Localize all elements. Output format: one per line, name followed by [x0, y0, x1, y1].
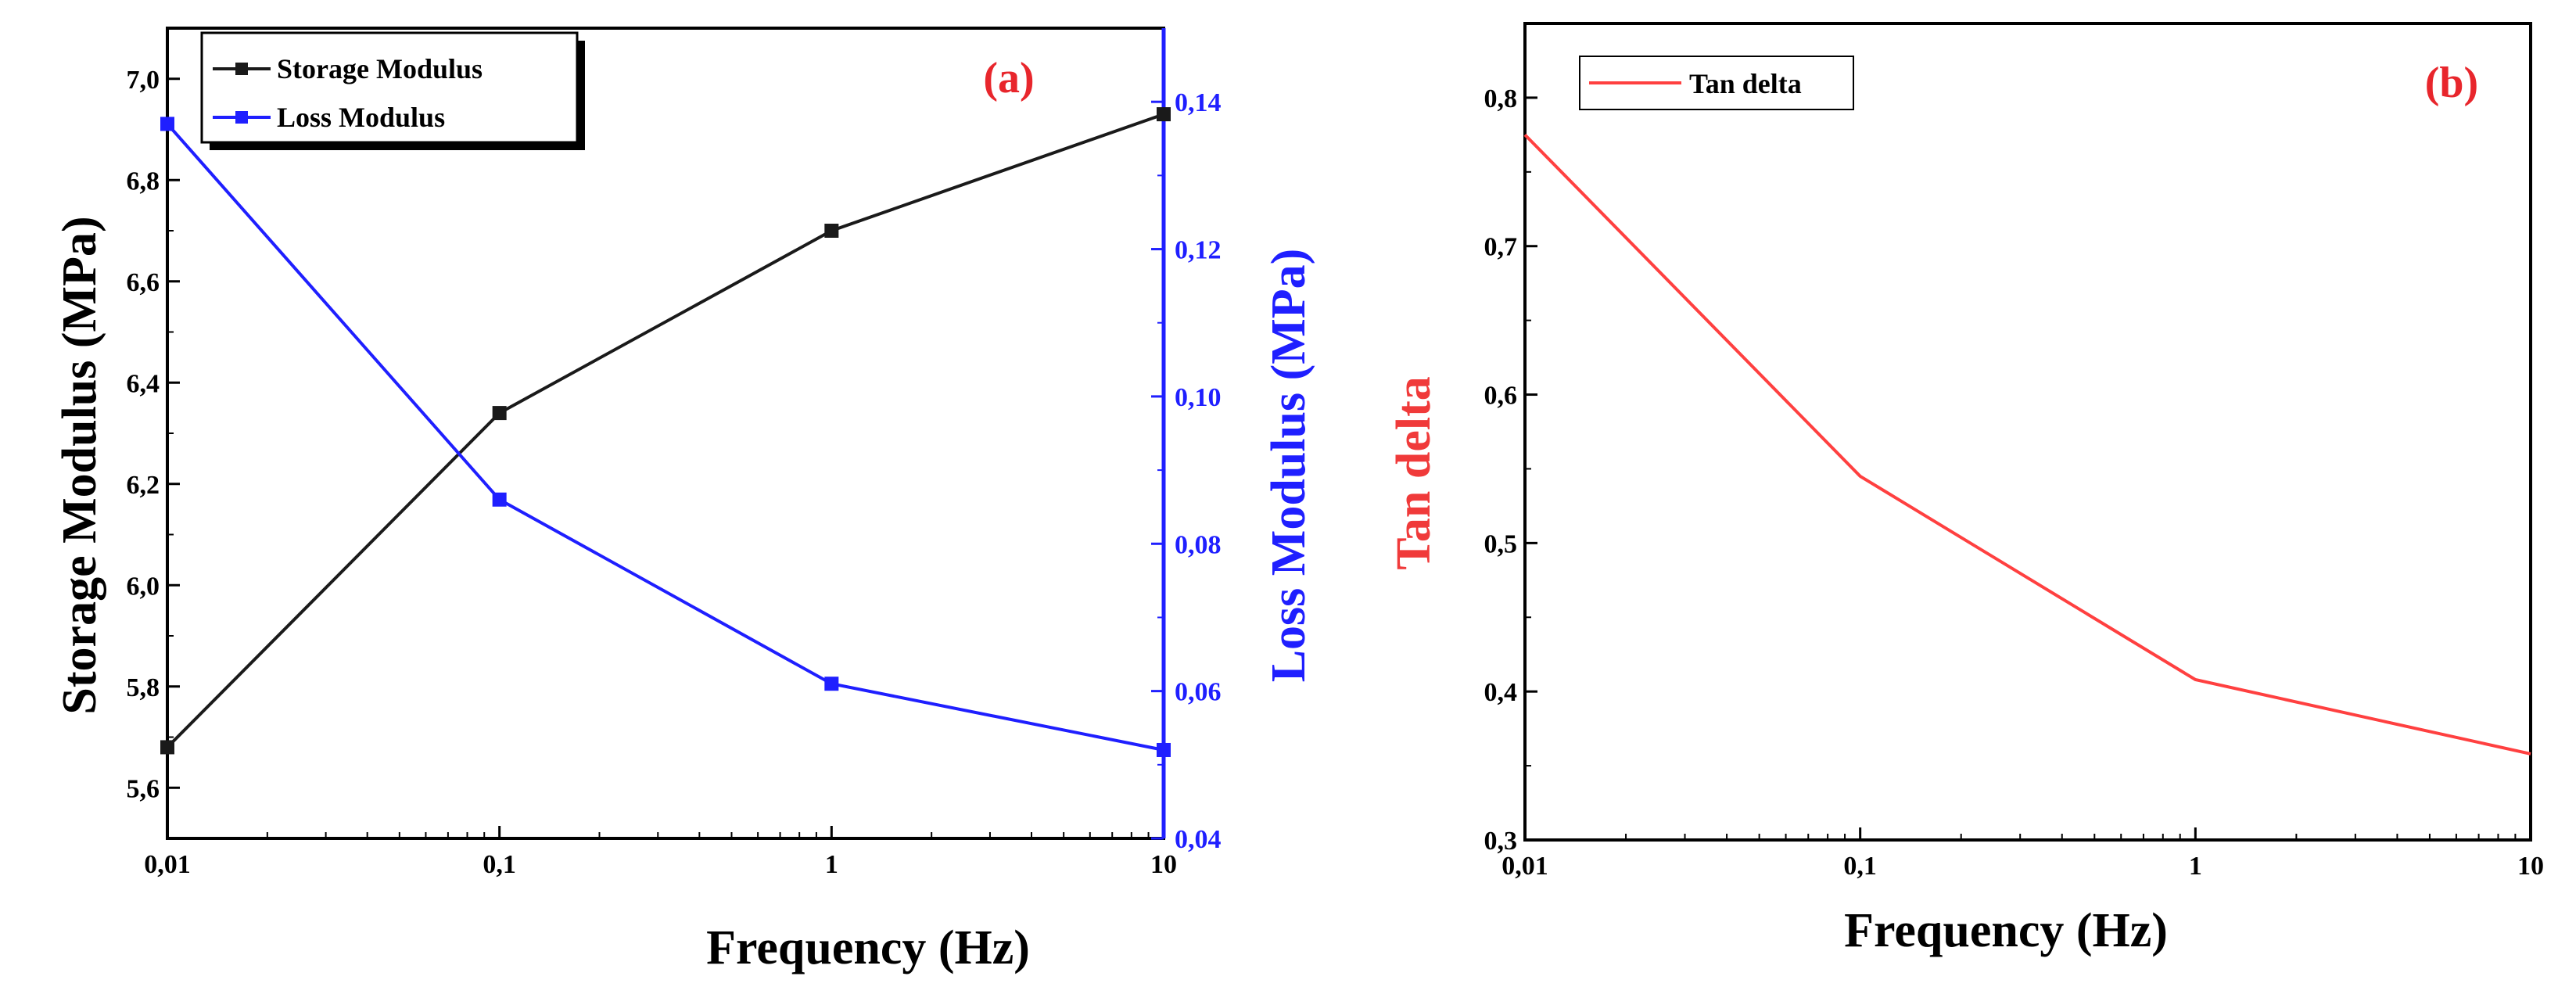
- y-tick-label: 7,0: [127, 66, 160, 95]
- y2-tick-label: 0,10: [1175, 383, 1222, 412]
- y2-tick-label: 0,12: [1175, 236, 1222, 265]
- panel-a-legend: Storage Modulus Loss Modulus: [200, 31, 585, 150]
- x-tick-label: 0,1: [1843, 852, 1877, 881]
- y-tick-label: 0,7: [1484, 233, 1518, 262]
- legend-loss-label: Loss Modulus: [277, 102, 445, 133]
- x-tick-label: 10: [1150, 850, 1177, 879]
- y-tick-label: 6,4: [127, 369, 160, 398]
- panel-b-series: [1523, 133, 2531, 756]
- x-tick-label: 1: [825, 850, 838, 879]
- y-tick-label: 0,6: [1484, 382, 1518, 411]
- panel-b-y-axis-label: Tan delta: [1387, 376, 1440, 570]
- y-tick-label: 0,8: [1484, 84, 1518, 113]
- legend-loss-marker: [235, 111, 248, 124]
- y-tick-label: 6,2: [127, 471, 160, 500]
- panel-b-plot-area: [1523, 22, 2532, 842]
- panel-a: 0,01 0,1 1 10 5,6 5,8 6,0 6,2 6,4 6,6 6,8 7,0 0,04…: [53, 27, 1315, 974]
- panel-a-y2-axis-label: Loss Modulus (MPa): [1262, 249, 1315, 683]
- y-tick-label: 5,6: [127, 774, 160, 803]
- panel-a-series: [160, 107, 1171, 757]
- x-tick-label: 10: [2517, 852, 2544, 881]
- data-point-loss-modulus: [824, 677, 839, 691]
- panel-a-legend-box: [200, 31, 579, 144]
- panel-a-y-axis-label: Storage Modulus (MPa): [53, 216, 106, 714]
- legend-storage-label: Storage Modulus: [277, 53, 483, 84]
- y-tick-label: 5,8: [127, 673, 160, 702]
- data-point-storage-modulus: [824, 224, 839, 238]
- y-tick-label: 6,6: [127, 268, 160, 297]
- panel-a-x-ticks: 0,01 0,1 1 10: [144, 826, 1177, 879]
- data-point-storage-modulus: [492, 406, 507, 421]
- y-tick-label: 0,5: [1484, 529, 1518, 558]
- panel-b-x-ticks: 0,01 0,1 1 10: [1501, 827, 2544, 881]
- panel-a-tag: (a): [983, 54, 1034, 102]
- x-tick-label: 0,01: [1501, 852, 1548, 881]
- panel-b: 0,01 0,1 1 10 0,3 0,4 0,5 0,6 0,7 0,8 (b) Tan de…: [1387, 22, 2544, 957]
- data-point-loss-modulus: [1157, 742, 1171, 757]
- y2-tick-label: 0,04: [1175, 825, 1222, 854]
- panel-b-tag: (b): [2425, 59, 2478, 107]
- plot-frame: [1523, 22, 2532, 842]
- panel-a-y-ticks: 5,6 5,8 6,0 6,2 6,4 6,6 6,8 7,0: [127, 66, 180, 803]
- y2-tick-label: 0,08: [1175, 530, 1222, 559]
- panel-a-y2-ticks: 0,04 0,06 0,08 0,10 0,12 0,14: [1151, 28, 1222, 854]
- data-point-loss-modulus: [160, 117, 174, 131]
- series-line-loss-modulus: [166, 123, 1164, 752]
- panel-b-x-axis-label: Frequency (Hz): [1844, 904, 2168, 957]
- x-tick-label: 0,1: [483, 850, 516, 879]
- data-point-loss-modulus: [492, 492, 507, 507]
- y-tick-label: 0,4: [1484, 678, 1518, 707]
- x-tick-label: 1: [2189, 852, 2202, 881]
- legend-tan-delta-label: Tan delta: [1689, 68, 1802, 99]
- data-point-storage-modulus: [160, 740, 174, 755]
- panel-b-y-ticks: 0,3 0,4 0,5 0,6 0,7 0,8: [1484, 84, 1537, 856]
- series-line-tan-delta: [1523, 133, 2531, 756]
- y-tick-label: 6,0: [127, 572, 160, 601]
- x-tick-label: 0,01: [144, 850, 191, 879]
- panel-a-x-axis-label: Frequency (Hz): [706, 921, 1030, 974]
- panel-b-legend: Tan delta: [1579, 56, 1854, 110]
- y-tick-label: 6,8: [127, 167, 160, 196]
- y2-tick-label: 0,14: [1175, 88, 1222, 117]
- y2-tick-label: 0,06: [1175, 678, 1222, 707]
- data-point-storage-modulus: [1157, 107, 1171, 122]
- legend-storage-marker: [235, 63, 248, 75]
- y-tick-label: 0,3: [1484, 827, 1518, 856]
- series-line-storage-modulus: [166, 113, 1164, 748]
